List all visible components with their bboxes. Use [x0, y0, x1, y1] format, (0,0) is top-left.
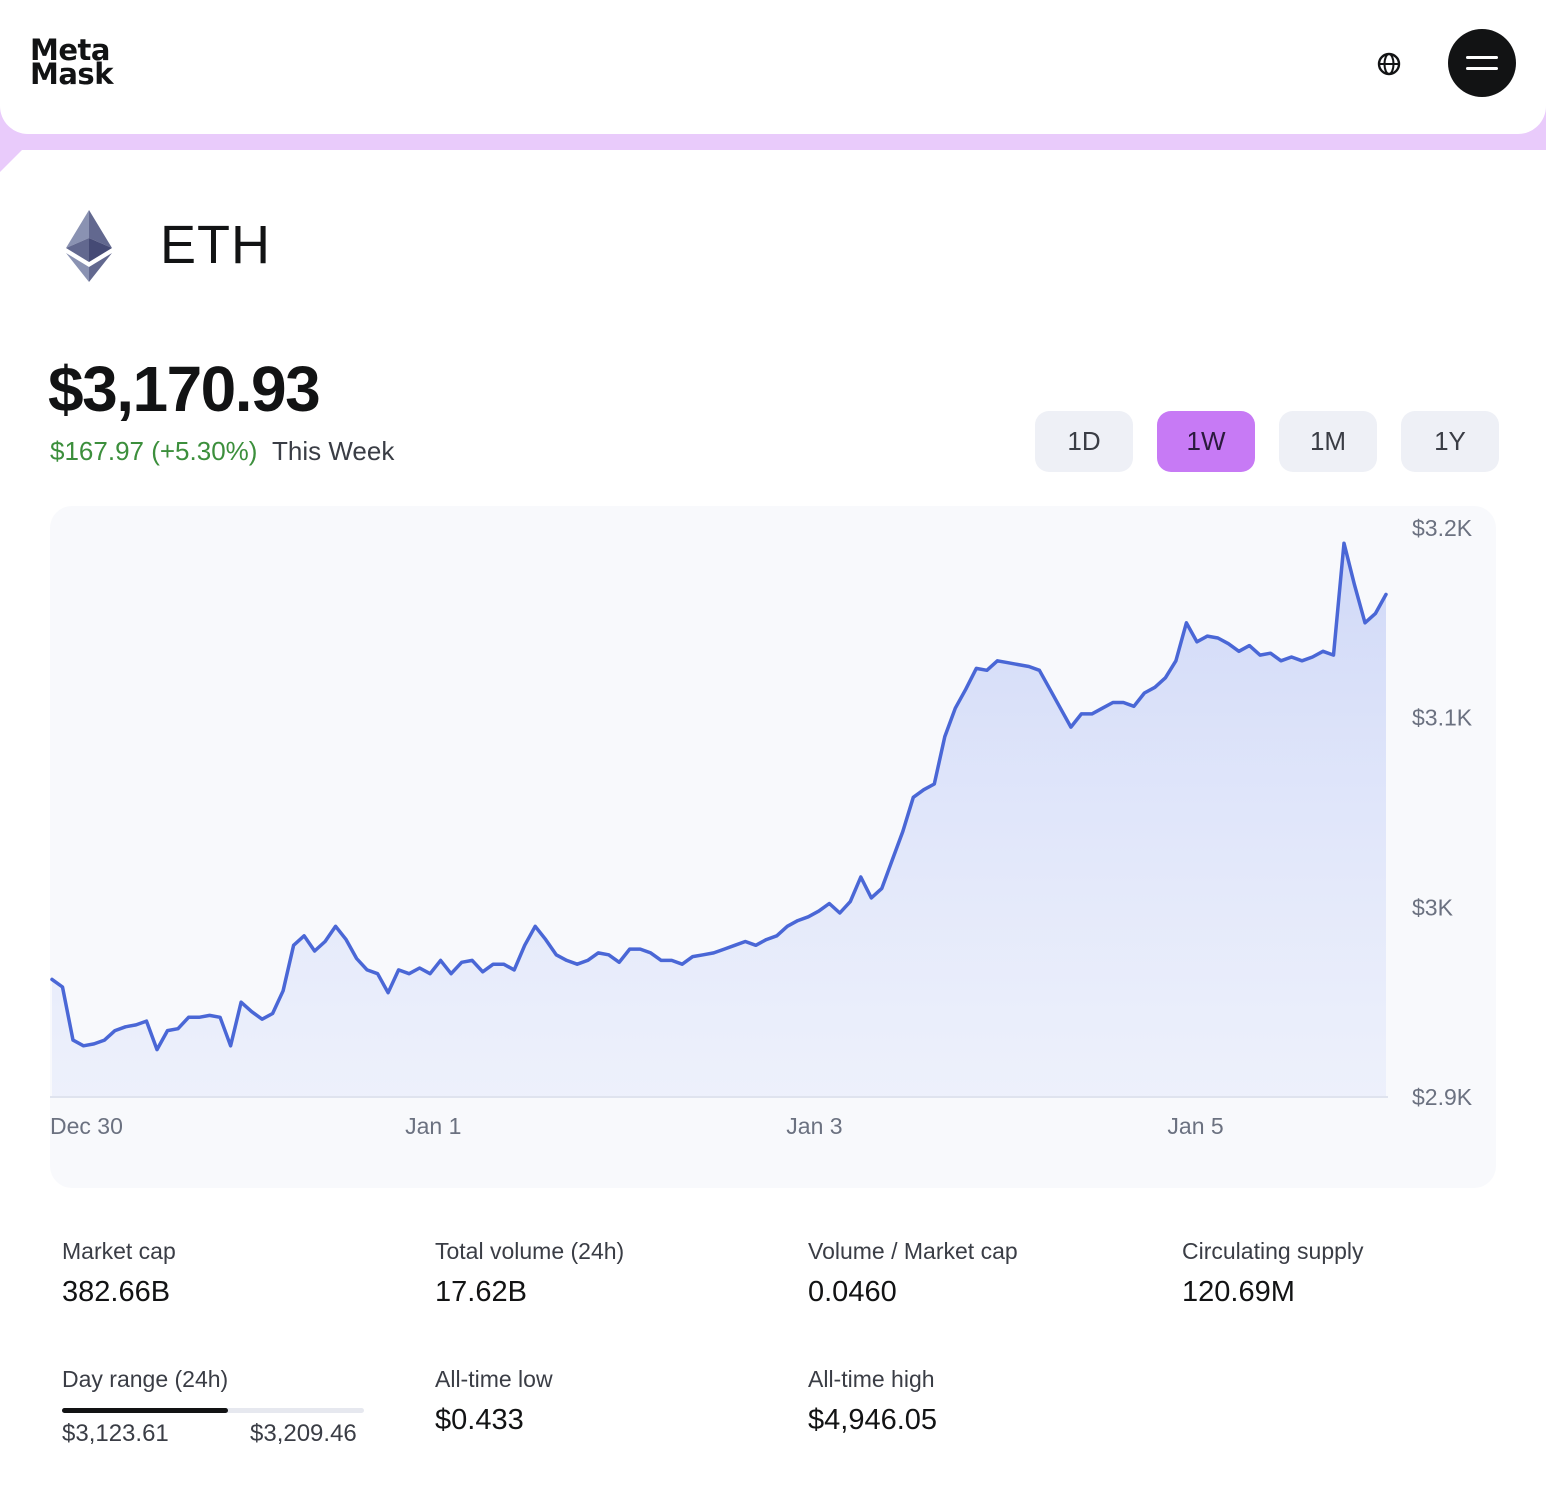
day-range-bar	[62, 1408, 364, 1413]
price-chart[interactable]: $3.2K $3.1K $3K $2.9K Dec 30 Jan 1 Jan 3 Jan 5	[50, 506, 1496, 1188]
range-button-1m[interactable]: 1M	[1279, 411, 1377, 472]
stat-value: $4,946.05	[808, 1404, 938, 1436]
range-button-1y[interactable]: 1Y	[1401, 411, 1499, 472]
x-axis-tick-label: Dec 30	[50, 1113, 123, 1139]
range-button-1d[interactable]: 1D	[1035, 411, 1133, 472]
stat-all-time-high: All-time high $4,946.05	[808, 1366, 937, 1437]
chart-price-line	[50, 541, 1388, 1052]
stat-value: 382.66B	[62, 1276, 171, 1308]
header-accent-tail	[0, 148, 24, 172]
x-axis-tick-label: Jan 3	[786, 1113, 842, 1139]
time-range-selector: 1D 1W 1M 1Y	[1035, 411, 1499, 472]
chart-area-fill	[52, 543, 1386, 1097]
stat-volume-market-cap: Volume / Market cap 0.0460	[808, 1238, 1018, 1309]
stat-value: 120.69M	[1182, 1276, 1295, 1308]
stat-all-time-low: All-time low $0.433	[435, 1366, 553, 1437]
ethereum-diamond-icon	[66, 210, 112, 282]
menu-bar	[1466, 56, 1498, 59]
stat-value: 17.62B	[435, 1276, 527, 1308]
logo-line-1: Meta	[30, 33, 110, 67]
stat-label: All-time high	[808, 1366, 935, 1392]
stat-value: $0.433	[435, 1404, 524, 1436]
day-range-fill	[62, 1408, 229, 1413]
x-axis-tick-label: Jan 5	[1167, 1113, 1223, 1139]
change-period: This Week	[272, 436, 395, 466]
stat-label: Market cap	[62, 1238, 176, 1264]
top-header: Meta Mask	[0, 0, 1546, 134]
stat-label: All-time low	[435, 1366, 553, 1392]
stat-value: 0.0460	[808, 1276, 897, 1308]
stat-total-volume: Total volume (24h) 17.62B	[435, 1238, 624, 1309]
stat-label: Volume / Market cap	[808, 1238, 1018, 1264]
stat-market-cap: Market cap 382.66B	[62, 1238, 176, 1309]
price-change: $167.97 (+5.30%)	[50, 436, 258, 466]
hamburger-menu-button[interactable]	[1448, 29, 1516, 97]
y-axis-tick-label: $3K	[1412, 894, 1454, 920]
stat-day-range: Day range (24h)	[62, 1366, 228, 1393]
metamask-logo[interactable]: Meta Mask	[30, 33, 113, 91]
menu-bar	[1466, 67, 1498, 70]
y-axis-tick-label: $2.9K	[1412, 1084, 1473, 1110]
token-price: $3,170.93	[48, 353, 321, 425]
price-chart-svg: $3.2K $3.1K $3K $2.9K Dec 30 Jan 1 Jan 3 Jan 5	[50, 515, 1473, 1139]
stat-label: Day range (24h)	[62, 1366, 229, 1392]
day-range-low: $3,123.61	[62, 1420, 169, 1447]
stat-circulating-supply: Circulating supply 120.69M	[1182, 1238, 1364, 1309]
y-axis-tick-label: $3.1K	[1412, 705, 1473, 731]
token-symbol: ETH	[160, 215, 271, 275]
day-range-high: $3,209.46	[250, 1420, 357, 1447]
y-axis-tick-label: $3.2K	[1412, 515, 1473, 541]
stat-label: Circulating supply	[1182, 1238, 1364, 1264]
x-axis-tick-label: Jan 1	[405, 1113, 461, 1139]
range-button-1w[interactable]: 1W	[1157, 411, 1255, 472]
globe-icon[interactable]	[1372, 47, 1406, 81]
logo-line-2: Mask	[30, 57, 113, 91]
stat-label: Total volume (24h)	[435, 1238, 625, 1264]
